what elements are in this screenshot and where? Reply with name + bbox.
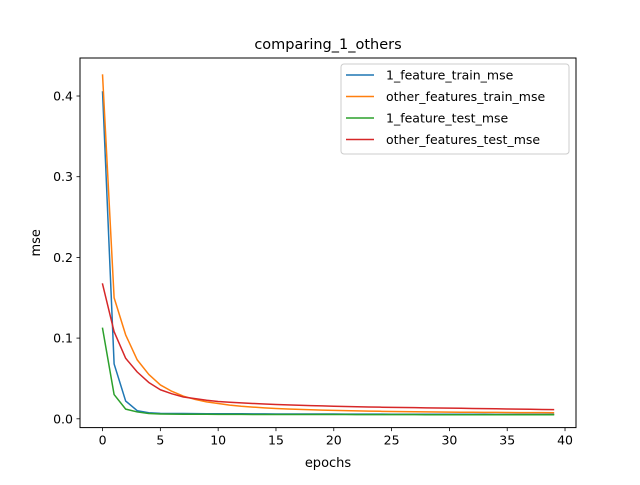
y-tick-label: 0.4: [53, 89, 73, 104]
x-tick-label: 25: [384, 433, 400, 448]
legend-label-1-feature-test-mse: 1_feature_test_mse: [386, 111, 509, 126]
legend-entries: 1_feature_train_mse other_features_train_…: [346, 68, 545, 147]
y-tick-label: 0.3: [53, 169, 73, 184]
legend-label-other-features-train-mse: other_features_train_mse: [386, 89, 545, 104]
series-line-other-features-test-mse: [101, 283, 555, 411]
y-axis-label: mse: [29, 229, 44, 256]
legend-label-other-features-test-mse: other_features_test_mse: [386, 132, 540, 147]
y-tick-label: 0.2: [53, 250, 73, 265]
legend: 1_feature_train_mse other_features_train_…: [340, 63, 570, 155]
series-line-other-features-train-mse: [101, 74, 555, 414]
x-tick-label: 5: [156, 433, 164, 448]
x-axis-label: epochs: [305, 456, 352, 471]
x-tick-label: 35: [499, 433, 515, 448]
x-tick-label: 0: [99, 433, 107, 448]
x-tick-label: 20: [326, 433, 342, 448]
x-tick-label: 15: [268, 433, 284, 448]
series-layer: [101, 74, 555, 416]
plot-frame: [79, 57, 577, 429]
legend-box: [340, 63, 570, 155]
y-axis-ticks: 0.0 0.1 0.2 0.3 0.4: [53, 89, 80, 426]
y-tick-label: 0.0: [53, 411, 73, 426]
y-tick-label: 0.1: [53, 331, 73, 346]
chart-title: comparing_1_others: [254, 37, 401, 53]
x-tick-label: 30: [441, 433, 457, 448]
series-line-1-feature-test-mse: [101, 327, 555, 416]
x-tick-label: 40: [557, 433, 573, 448]
x-axis-ticks: 0 5 10 15 20 25 30 35 40: [99, 427, 573, 448]
legend-label-1-feature-train-mse: 1_feature_train_mse: [386, 68, 514, 83]
x-tick-label: 10: [210, 433, 226, 448]
